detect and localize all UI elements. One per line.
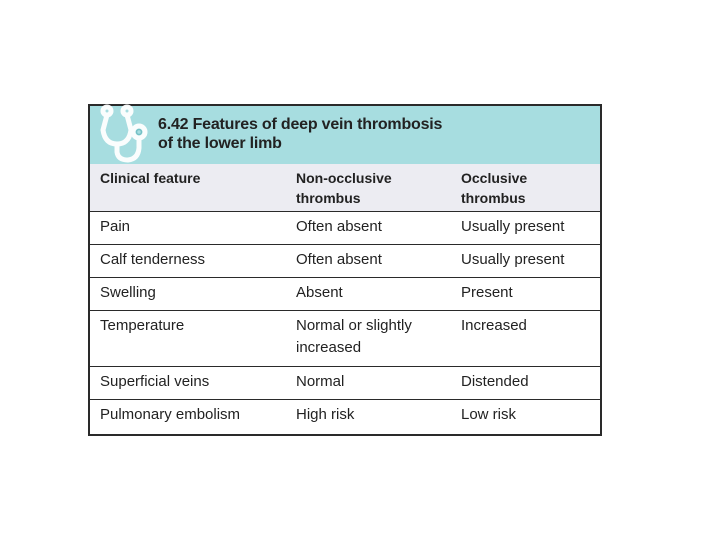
table-row: Pulmonary embolism High risk Low risk [90,399,600,433]
cell-feature: Pulmonary embolism [90,399,286,433]
cell-non-occlusive: Often absent [286,244,451,278]
cell-feature: Temperature [90,310,286,367]
cell-non-occlusive: High risk [286,399,451,433]
table-title: 6.42 Features of deep vein thrombosis of… [158,115,588,153]
table-title-line-2: of the lower limb [158,135,282,152]
column-header-label: Occlusive [461,170,528,186]
cell-feature: Calf tenderness [90,244,286,278]
cell-occlusive: Present [451,277,600,311]
table-header-banner: 6.42 Features of deep vein thrombosis of… [90,104,600,164]
column-header-label: thrombus [461,190,526,206]
table-title-line-1: 6.42 Features of deep vein thrombosis [158,116,443,133]
cell-occlusive: Increased [451,310,600,367]
cell-occlusive: Usually present [451,244,600,278]
column-header-label: thrombus [296,190,361,206]
cell-occlusive: Distended [451,366,600,400]
column-header-non-occlusive: Non-occlusive thrombus [286,164,451,212]
table-row: Superficial veins Normal Distended [90,366,600,400]
stethoscope-icon [100,104,148,163]
cell-feature: Swelling [90,277,286,311]
table-row: Temperature Normal or slightly increased… [90,310,600,367]
cell-occlusive: Usually present [451,211,600,245]
table-row: Pain Often absent Usually present [90,211,600,245]
cell-non-occlusive: Absent [286,277,451,311]
column-header-label: Clinical feature [100,170,201,186]
column-header-clinical-feature: Clinical feature [90,164,286,212]
cell-feature: Pain [90,211,286,245]
cell-non-occlusive: Often absent [286,211,451,245]
cell-feature: Superficial veins [90,366,286,400]
table-row: Swelling Absent Present [90,277,600,311]
dvt-features-box: 6.42 Features of deep vein thrombosis of… [88,104,602,436]
cell-occlusive: Low risk [451,399,600,433]
column-header-row: Clinical feature Non-occlusive thrombus … [90,164,600,212]
column-header-label: Non-occlusive [296,170,392,186]
dvt-features-table: Clinical feature Non-occlusive thrombus … [90,164,600,433]
cell-text-line: increased [296,339,362,356]
cell-text-line: Normal or slightly [296,317,412,334]
table-row: Calf tenderness Often absent Usually pre… [90,244,600,278]
cell-non-occlusive: Normal or slightly increased [286,310,451,367]
cell-non-occlusive: Normal [286,366,451,400]
column-header-occlusive: Occlusive thrombus [451,164,600,212]
